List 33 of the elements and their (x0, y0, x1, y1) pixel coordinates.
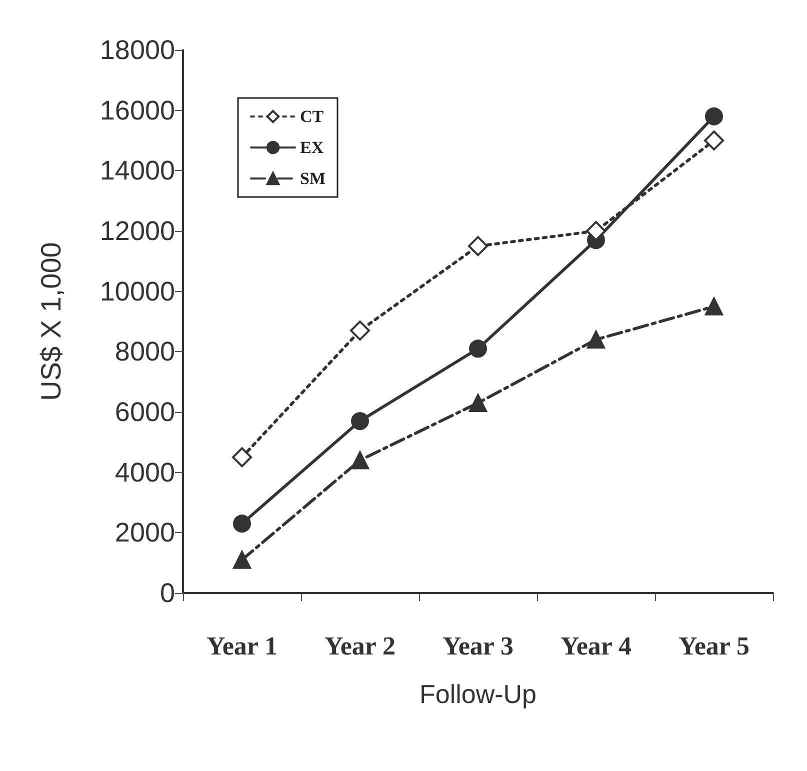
y-tick-label: 8000 (114, 336, 175, 367)
x-tick-label: Year 2 (324, 632, 396, 660)
x-tick-label: Year 3 (442, 632, 514, 660)
y-tick-label: 14000 (100, 156, 175, 186)
y-tick-label: 10000 (100, 276, 175, 306)
y-tick-label: 6000 (114, 397, 175, 427)
y-tick-label: 2000 (114, 518, 175, 548)
point (468, 236, 488, 256)
y-tick-label: 12000 (100, 216, 175, 246)
x-tick-label: Year 1 (206, 632, 278, 660)
y-tick-label: 0 (160, 578, 175, 608)
point (232, 447, 252, 468)
y-axis-title: US$ X 1,000 (36, 242, 66, 401)
x-tick-label: Year 5 (678, 632, 750, 660)
legend-label: SM (300, 169, 326, 188)
point (233, 550, 251, 569)
point (233, 514, 251, 533)
legend-label: CT (300, 107, 324, 126)
point (704, 130, 724, 150)
y-tick-label: 4000 (114, 457, 175, 488)
point (705, 297, 723, 316)
point (587, 330, 605, 349)
point (351, 451, 369, 470)
point (469, 340, 487, 358)
y-tick-label: 18000 (100, 35, 175, 65)
point (350, 320, 370, 341)
x-axis-title: Follow-Up (419, 679, 537, 709)
y-tick-label: 16000 (100, 95, 175, 126)
x-tick-label: Year 4 (560, 632, 632, 660)
point (469, 394, 487, 412)
point (705, 107, 723, 126)
legend-label: EX (300, 138, 324, 157)
point (351, 412, 369, 430)
